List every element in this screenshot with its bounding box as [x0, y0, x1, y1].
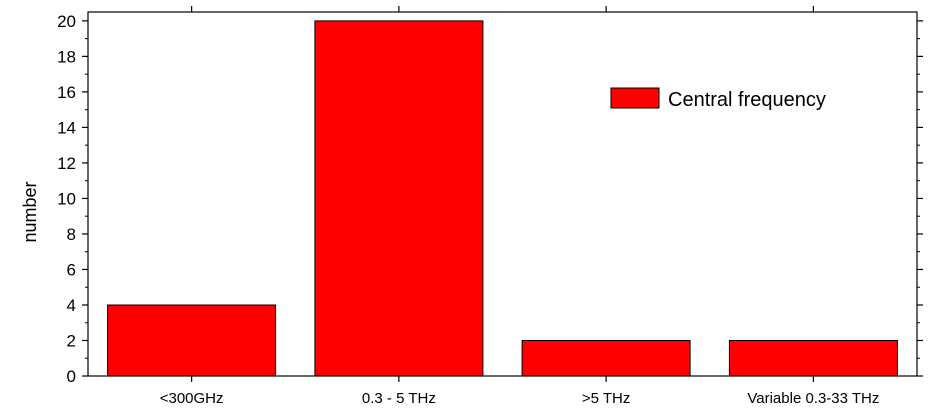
labels-group: 0 2 4 6 8 10 12 14 16 18 20 <300GHz 0.3 - 5 THz >5 TH…	[57, 12, 879, 407]
x-tick-label-1: 0.3 - 5 THz	[362, 390, 436, 407]
x-tick-label-0: <300GHz	[160, 390, 224, 407]
bar-1	[314, 20, 484, 377]
y-tick-label-3: 6	[67, 260, 76, 279]
plot-frame	[87, 11, 918, 377]
ticks-group	[82, 6, 923, 382]
y-tick-label-5: 10	[57, 189, 76, 208]
y-axis-label: number	[20, 181, 40, 242]
axes-group	[87, 11, 918, 377]
x-tick-label-3: Variable 0.3-33 THz	[747, 390, 879, 407]
legend: Central frequency	[610, 87, 826, 111]
y-tick-label-10: 20	[57, 12, 76, 31]
y-tick-label-7: 14	[57, 118, 76, 137]
bar-0	[107, 304, 277, 377]
legend-label: Central frequency	[668, 89, 826, 111]
y-tick-label-6: 12	[57, 154, 76, 173]
y-tick-label-9: 18	[57, 47, 76, 66]
bar-3	[728, 340, 898, 377]
y-tick-label-2: 4	[67, 296, 76, 315]
bars-group	[107, 20, 898, 377]
legend-swatch	[610, 87, 660, 109]
y-tick-label-4: 8	[67, 225, 76, 244]
x-tick-label-2: >5 THz	[582, 390, 631, 407]
y-tick-label-0: 0	[67, 367, 76, 386]
bar-2	[521, 340, 691, 377]
y-tick-label-1: 2	[67, 331, 76, 350]
y-tick-label-8: 16	[57, 83, 76, 102]
